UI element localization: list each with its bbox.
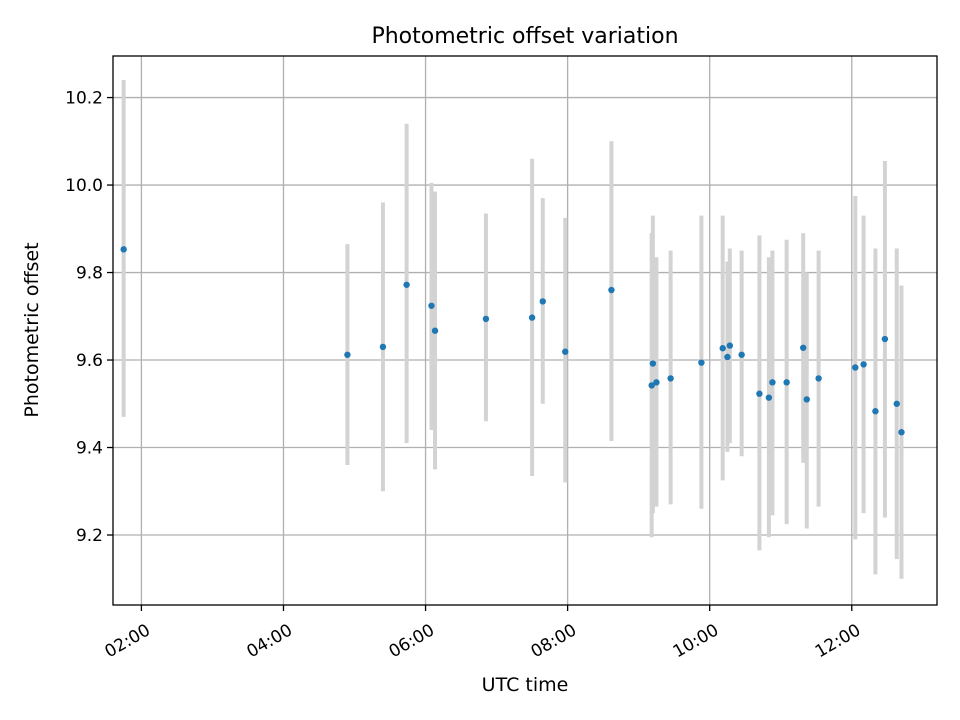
data-point — [726, 342, 734, 349]
data-point — [431, 327, 439, 334]
data-point — [852, 364, 859, 371]
y-axis-label: Photometric offset — [21, 242, 43, 417]
data-point — [803, 396, 810, 403]
data-point — [815, 375, 822, 382]
x-axis-label: UTC time — [482, 674, 569, 696]
data-point — [898, 429, 905, 436]
data-point — [765, 394, 773, 401]
data-point — [608, 286, 615, 294]
chart-title: Photometric offset variation — [371, 24, 678, 49]
data-point — [756, 390, 763, 397]
data-point — [379, 343, 387, 351]
data-point — [528, 314, 536, 321]
data-point — [800, 344, 807, 351]
data-point — [344, 351, 351, 358]
data-points — [120, 246, 905, 436]
y-tick-label: 9.4 — [76, 439, 103, 459]
grid-lines — [113, 56, 937, 605]
data-point — [769, 379, 776, 386]
data-point — [403, 281, 410, 288]
data-point — [428, 302, 435, 309]
y-tick-label: 9.6 — [76, 351, 103, 371]
data-point — [719, 345, 726, 352]
data-point — [562, 348, 569, 355]
y-tick-label: 9.2 — [76, 526, 103, 546]
y-tick-label: 10.0 — [65, 176, 103, 196]
data-point — [653, 379, 660, 386]
data-point — [881, 335, 889, 343]
data-point — [120, 246, 127, 253]
plot-frame — [112, 55, 938, 606]
data-point — [860, 361, 867, 368]
y-tick-label: 9.8 — [76, 264, 103, 284]
data-point — [738, 351, 745, 358]
y-tick-label: 10.2 — [65, 89, 103, 109]
data-point — [893, 400, 900, 407]
data-point — [698, 359, 705, 366]
data-point — [872, 408, 879, 415]
data-point — [482, 315, 490, 323]
data-point — [649, 360, 657, 367]
data-point — [783, 379, 790, 386]
data-point — [724, 353, 731, 361]
data-point — [539, 298, 546, 305]
data-point — [667, 375, 674, 382]
data-point — [648, 382, 655, 389]
